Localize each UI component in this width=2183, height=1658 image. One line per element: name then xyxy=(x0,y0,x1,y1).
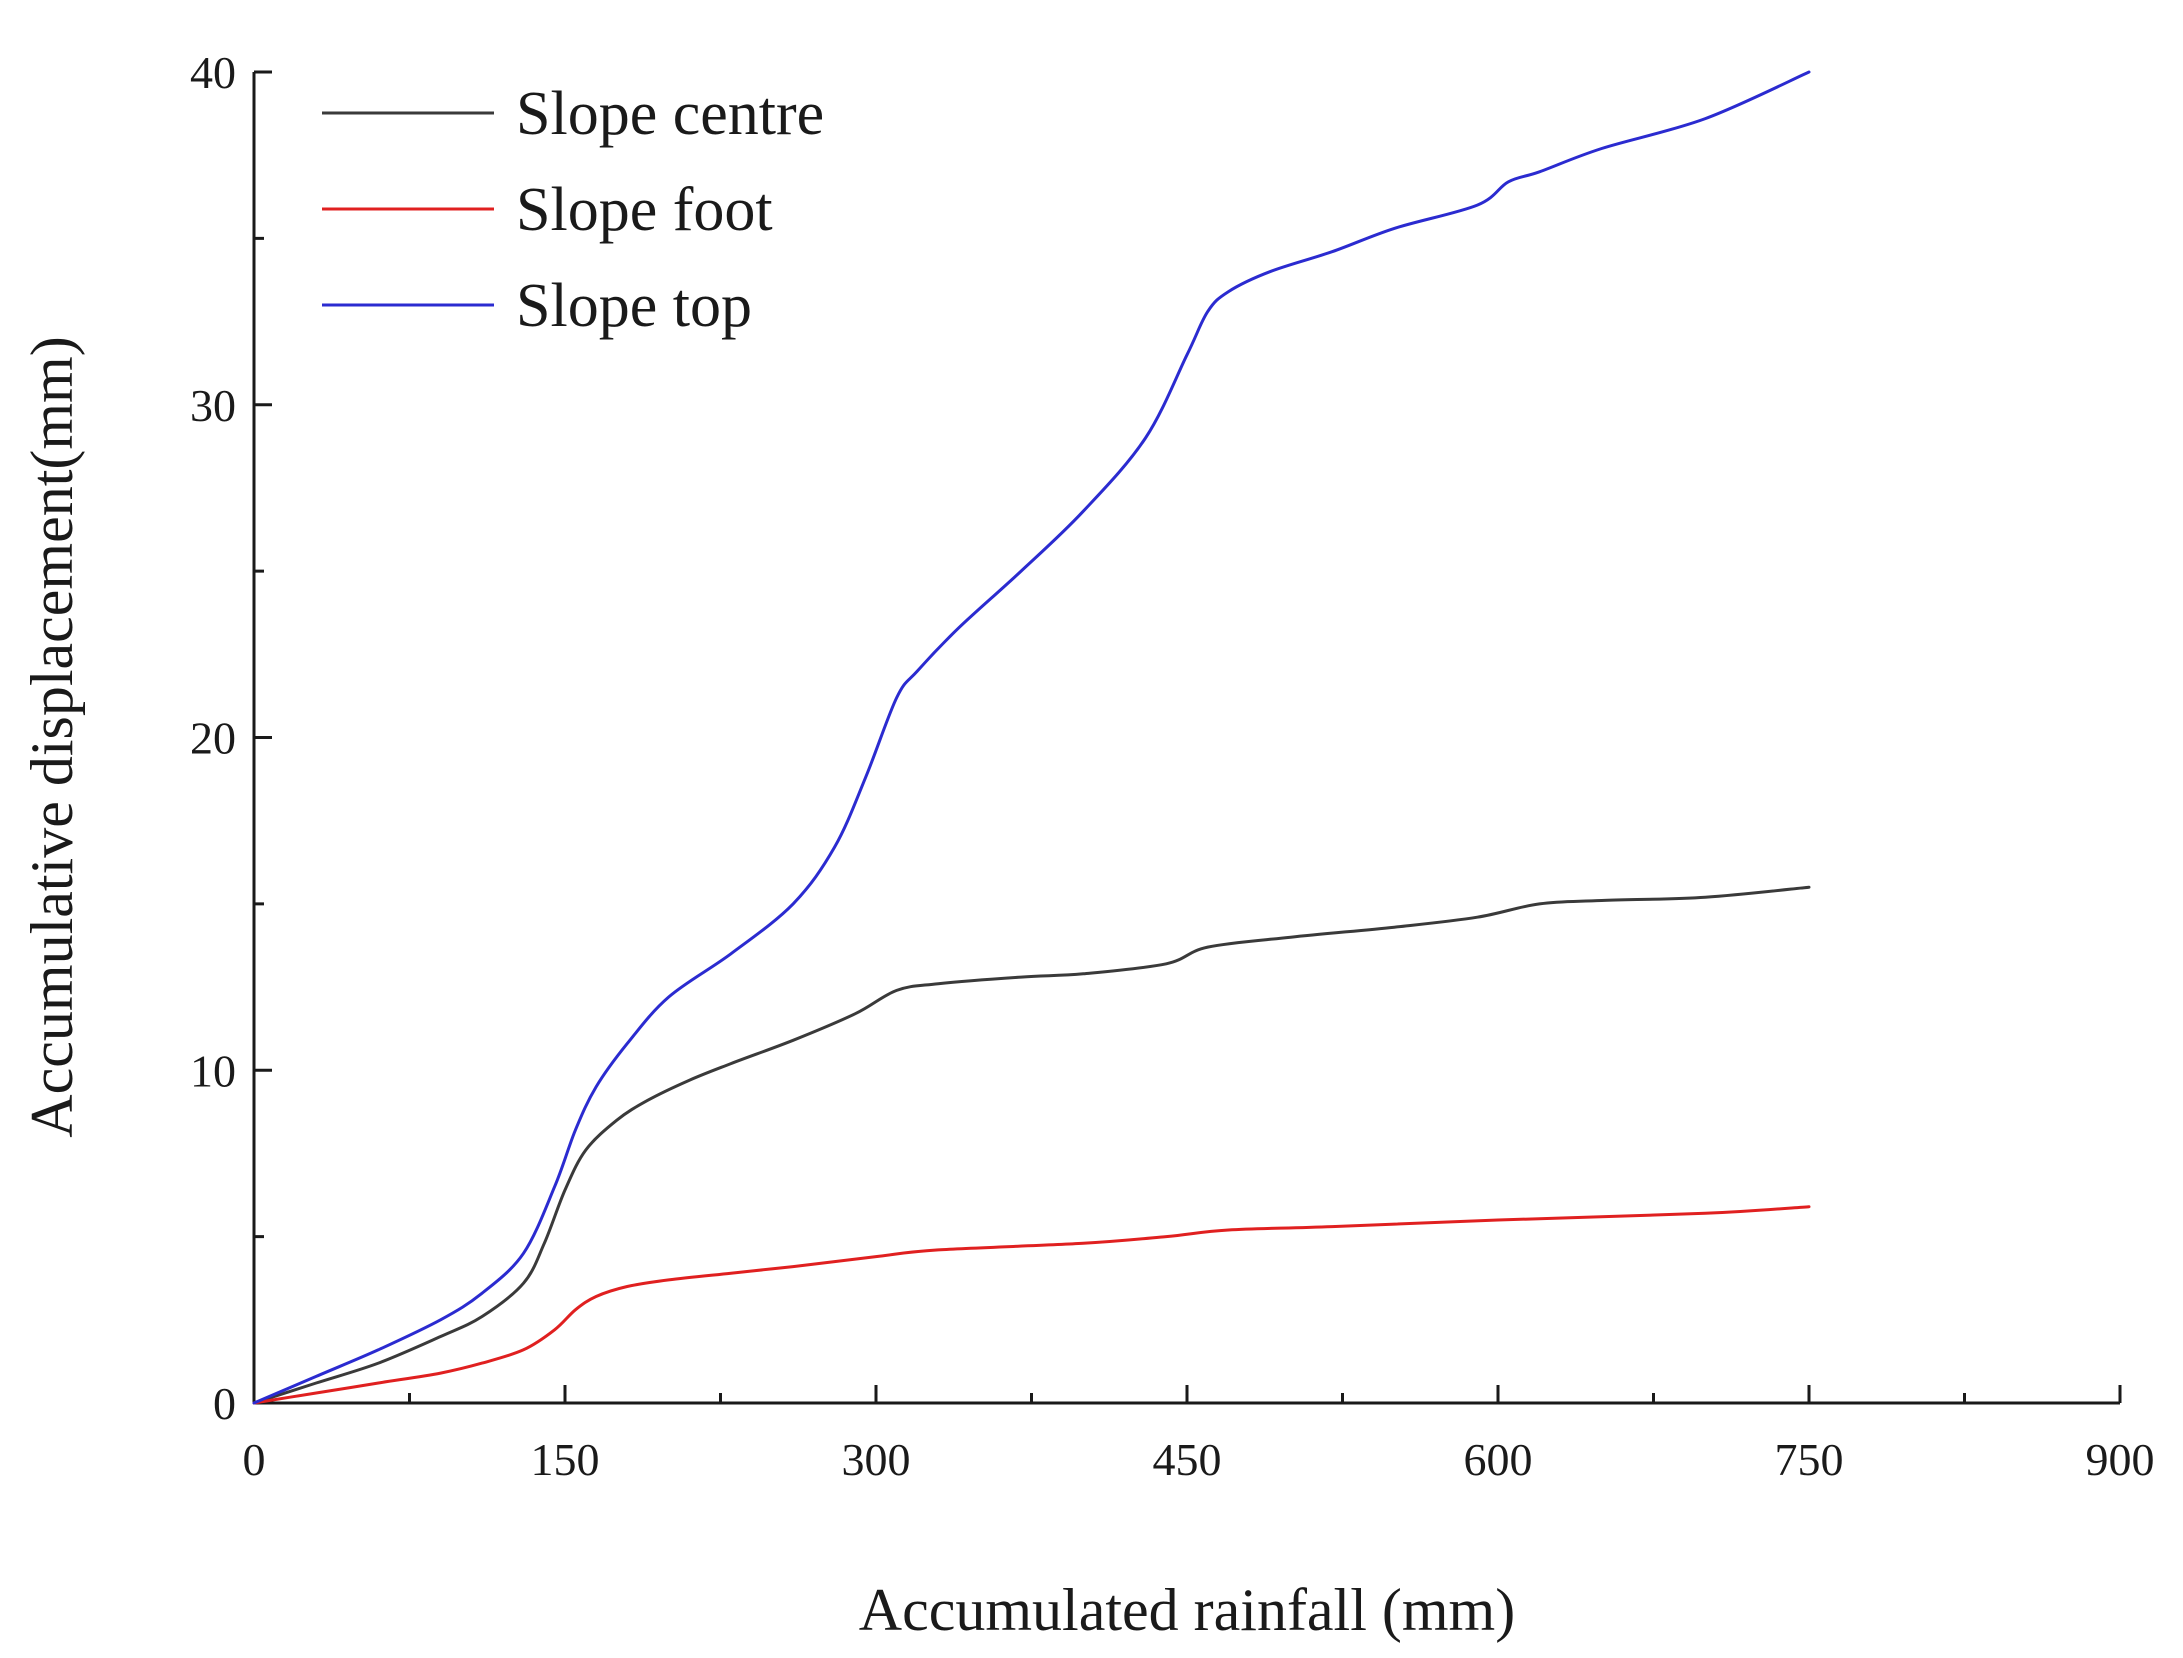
x-axis-title: Accumulated rainfall (mm) xyxy=(859,1577,1515,1643)
series-line-slope-centre xyxy=(252,885,1811,1405)
x-tick-label: 300 xyxy=(842,1434,911,1485)
x-tick-label: 150 xyxy=(531,1434,600,1485)
y-tick-label: 10 xyxy=(190,1045,236,1096)
y-axis-title: Accumulative displacement(mm) xyxy=(19,336,85,1137)
x-tick-label: 600 xyxy=(1464,1434,1533,1485)
y-tick-label: 30 xyxy=(190,380,236,431)
y-tick-label: 40 xyxy=(190,47,236,98)
series-line-slope-top xyxy=(252,70,1811,1405)
x-ticks: 0 150 300 450 600 750 900 xyxy=(243,1385,2155,1485)
y-tick-label: 0 xyxy=(213,1378,236,1429)
x-tick-label: 450 xyxy=(1153,1434,1222,1485)
x-tick-label: 750 xyxy=(1775,1434,1844,1485)
x-tick-label: 0 xyxy=(243,1434,266,1485)
series-group xyxy=(252,70,1811,1405)
legend-label-slope-foot: Slope foot xyxy=(516,176,773,244)
series-line-slope-foot xyxy=(252,1205,1811,1405)
y-ticks: 0 10 20 30 40 xyxy=(190,47,272,1429)
legend: Slope centre Slope foot Slope top xyxy=(322,80,824,340)
legend-label-slope-centre: Slope centre xyxy=(516,80,824,148)
x-tick-label: 900 xyxy=(2086,1434,2155,1485)
y-tick-label: 20 xyxy=(190,713,236,764)
legend-label-slope-top: Slope top xyxy=(516,272,752,340)
